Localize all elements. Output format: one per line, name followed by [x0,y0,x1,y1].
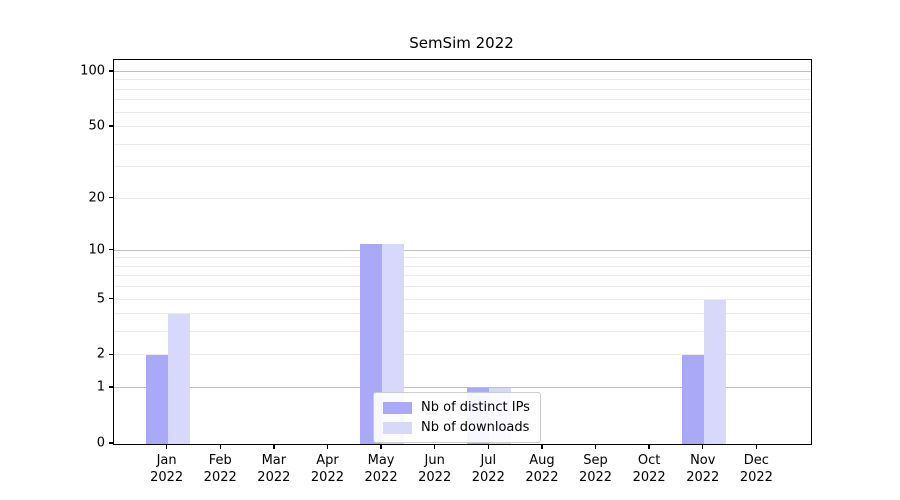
x-tick-mark [165,445,168,449]
legend-label-distinct-ips: Nb of distinct IPs [421,400,530,415]
x-tick-label: Jun 2022 [418,453,452,485]
x-tick-mark [326,445,329,449]
legend-swatch-distinct-ips-icon [383,401,412,414]
y-tick-label: 0 [96,435,105,451]
x-tick-mark [594,445,597,449]
y-tick-label: 50 [88,118,105,134]
legend-entry-downloads: Nb of downloads [383,420,530,435]
y-tick-mark [109,442,113,444]
x-tick-mark [433,445,436,449]
y-tick-label: 2 [96,346,105,362]
legend-entry-distinct-ips: Nb of distinct IPs [383,400,530,415]
major-gridline [114,387,811,389]
x-tick-label: Mar 2022 [257,453,291,485]
legend: Nb of distinct IPs Nb of downloads [373,392,541,443]
minor-gridline [114,125,811,127]
minor-gridline [114,111,811,113]
y-tick-label: 5 [96,291,105,307]
x-tick-label: Feb 2022 [203,453,237,485]
x-tick-label: Aug 2022 [525,453,559,485]
minor-gridline [114,88,811,90]
y-tick-label: 1 [96,379,105,395]
legend-label-downloads: Nb of downloads [421,420,530,435]
x-tick-label: Jan 2022 [150,453,184,485]
minor-gridline [114,197,811,199]
x-tick-label: Sep 2022 [578,453,613,485]
x-tick-mark [487,445,489,449]
minor-gridline [114,257,811,259]
y-tick-mark [109,386,113,388]
minor-gridline [114,313,811,315]
y-tick-mark [109,196,113,199]
x-tick-label: Oct 2022 [632,453,666,485]
x-tick-mark [273,445,275,449]
x-tick-mark [755,445,758,449]
minor-gridline [114,354,811,356]
x-tick-label: May 2022 [364,453,398,485]
x-tick-label: Nov 2022 [686,453,720,485]
y-tick-mark [109,297,113,300]
y-tick-label: 20 [88,190,105,205]
x-tick-label: Apr 2022 [310,453,344,485]
y-tick-mark [109,70,113,72]
minor-gridline [114,166,811,168]
x-tick-mark [648,445,650,449]
minor-gridline [114,331,811,333]
bar-nb-of-downloads [703,299,726,444]
minor-gridline [114,265,811,267]
minor-gridline [114,99,811,101]
y-tick-mark [109,248,113,251]
legend-swatch-downloads-icon [383,421,412,434]
minor-gridline [114,298,811,300]
x-tick-mark [541,445,543,449]
x-tick-mark [219,445,221,449]
x-tick-label: Jul 2022 [471,453,505,485]
minor-gridline [114,275,811,277]
y-tick-mark [109,353,113,356]
major-gridline [114,249,811,251]
bar-nb-of-distinct-ips [145,355,168,444]
bar-nb-of-distinct-ips [681,355,704,444]
minor-gridline [114,79,811,81]
plot-area: Nb of distinct IPs Nb of downloads [113,59,812,445]
minor-gridline [114,286,811,288]
major-gridline [114,70,811,72]
y-tick-mark [109,125,113,127]
x-tick-mark [702,445,704,449]
x-tick-mark [380,445,382,449]
x-tick-label: Dec 2022 [739,453,773,485]
bar-nb-of-downloads [167,314,190,444]
y-tick-label: 100 [80,63,105,79]
minor-gridline [114,143,811,145]
chart-title: SemSim 2022 [409,34,514,52]
y-tick-label: 10 [88,242,105,258]
